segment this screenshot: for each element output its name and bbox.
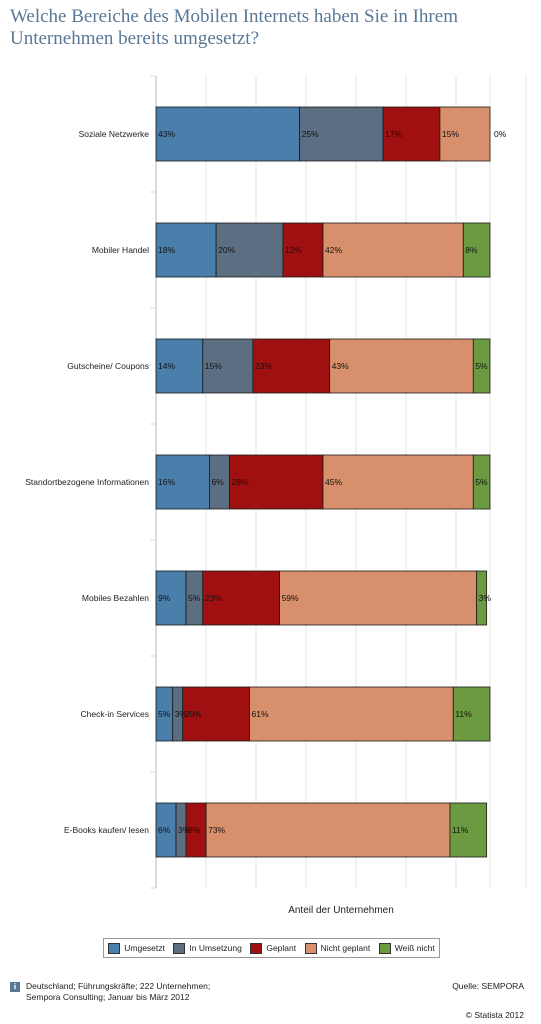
data-label: 45% (325, 477, 342, 487)
legend-item[interactable]: Nicht geplant (304, 942, 371, 954)
data-label: 15% (205, 361, 222, 371)
category-label: Mobiles Bezahlen (82, 593, 149, 603)
data-label: 20% (185, 709, 202, 719)
footer-info: i Deutschland; Führungskräfte; 222 Unter… (10, 981, 210, 1003)
legend-label: Nicht geplant (320, 943, 371, 953)
data-label: 12% (285, 245, 302, 255)
category-label: Mobiler Handel (92, 245, 149, 255)
data-label: 6% (211, 477, 224, 487)
bar-segment (299, 106, 384, 162)
bar-segment (155, 338, 204, 394)
legend-swatch (304, 942, 317, 954)
data-label: 6% (158, 825, 171, 835)
data-label: 15% (442, 129, 459, 139)
bar-segment (476, 570, 488, 626)
data-label: 43% (158, 129, 175, 139)
legend-swatch (173, 942, 186, 954)
data-label: 5% (475, 477, 488, 487)
data-label: 18% (158, 245, 175, 255)
data-label: 61% (252, 709, 269, 719)
copyright-text: © Statista 2012 (465, 1010, 524, 1020)
data-label: 5% (475, 361, 488, 371)
data-label: 11% (452, 825, 469, 835)
bar-segment (452, 686, 491, 742)
bar-segment (155, 106, 301, 162)
legend-label: Weiß nicht (394, 943, 435, 953)
chart-title: Welche Bereiche des Mobilen Internets ha… (10, 6, 458, 49)
bar-segment (249, 686, 454, 742)
legend-swatch (378, 942, 391, 954)
data-label: 42% (325, 245, 342, 255)
legend-label: In Umsetzung (189, 943, 242, 953)
footer-info-text: Deutschland; Führungskräfte; 222 Unterne… (26, 981, 210, 1003)
legend-swatch (108, 942, 121, 954)
data-label: 25% (302, 129, 319, 139)
legend-item[interactable]: Weiß nicht (378, 942, 435, 954)
legend: Umgesetzt In Umsetzung Geplant Nicht geplan… (103, 938, 440, 958)
legend-item[interactable]: Geplant (250, 942, 297, 954)
data-label: 23% (255, 361, 272, 371)
bar-segment (382, 106, 441, 162)
footer-info-line-2: Sempora Consulting; Januar bis März 2012 (26, 992, 190, 1002)
legend-label: Umgesetzt (124, 943, 165, 953)
bar-segment (279, 570, 478, 626)
data-label: 43% (332, 361, 349, 371)
bar-segment (155, 570, 187, 626)
data-label: 28% (231, 477, 248, 487)
legend-item[interactable]: Umgesetzt (108, 942, 165, 954)
bar-segment (472, 454, 491, 510)
legend-item[interactable]: In Umsetzung (173, 942, 242, 954)
bar-segment (449, 802, 488, 858)
category-label: Check-in Services (81, 709, 150, 719)
bar-segment (322, 222, 464, 278)
bar-segment (439, 106, 491, 162)
data-label: 3% (175, 709, 188, 719)
data-label: 23% (205, 593, 222, 603)
bar-segment (202, 338, 254, 394)
bar-segment (205, 802, 451, 858)
bar-segment (182, 686, 250, 742)
data-label: 0% (494, 129, 507, 139)
bars-layer (155, 106, 491, 858)
x-axis-label: Anteil der Unternehmen (288, 905, 394, 916)
bar-segment (282, 222, 324, 278)
category-label: Gutscheine/ Coupons (67, 361, 149, 371)
info-icon[interactable]: i (10, 982, 20, 992)
bar-segment (329, 338, 474, 394)
data-label: 3% (178, 825, 191, 835)
data-label: 3% (479, 593, 492, 603)
legend-label: Geplant (266, 943, 297, 953)
bar-segment (155, 454, 210, 510)
category-label: Soziale Netzwerke (79, 129, 150, 139)
data-label: 5% (188, 593, 201, 603)
data-label: 73% (208, 825, 225, 835)
bar-segment (252, 338, 331, 394)
stacked-bar-chart: Soziale Netzwerke 43% 25% 17% 15% 0% Mobiler H… (25, 75, 527, 889)
data-label: 11% (455, 709, 472, 719)
bar-segment (462, 222, 491, 278)
category-label: Standortbezogene Informationen (25, 477, 149, 487)
source-text: Quelle: SEMPORA (452, 981, 524, 991)
legend-swatch (250, 942, 263, 954)
data-label: 16% (158, 477, 175, 487)
data-label: 8% (465, 245, 478, 255)
category-label: E-Books kaufen/ lesen (64, 825, 149, 835)
bar-segment (322, 454, 474, 510)
data-label: 17% (385, 129, 402, 139)
labels-layer: Soziale Netzwerke 43% 25% 17% 15% 0% Mobiler H… (25, 129, 507, 835)
bar-segment (215, 222, 284, 278)
bar-segment (229, 454, 324, 510)
data-label: 14% (158, 361, 175, 371)
data-label: 20% (218, 245, 235, 255)
data-label: 5% (158, 709, 171, 719)
footer-info-line-1: Deutschland; Führungskräfte; 222 Unterne… (26, 981, 211, 991)
bar-segment (155, 222, 217, 278)
data-label: 59% (282, 593, 299, 603)
bar-segment (472, 338, 491, 394)
data-label: 6% (188, 825, 201, 835)
data-label: 9% (158, 593, 171, 603)
